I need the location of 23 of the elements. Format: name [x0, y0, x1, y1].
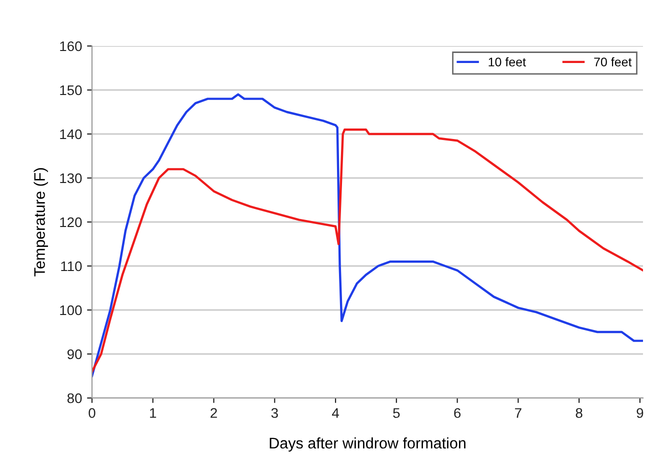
y-tick-label: 140: [60, 129, 82, 140]
legend-label: 70 feet: [594, 57, 632, 66]
x-tick-label: 8: [576, 408, 582, 418]
x-axis-title: Days after windrow formation: [270, 437, 466, 452]
y-tick-label: 100: [60, 305, 82, 316]
legend-label: 10 feet: [488, 57, 526, 66]
x-tick-label: 5: [393, 408, 400, 418]
x-tick-label: 6: [454, 408, 461, 418]
x-tick-label: 0: [88, 408, 96, 418]
x-tick-label: 1: [150, 408, 156, 418]
y-tick-label: 80: [67, 393, 82, 404]
y-tick-label: 150: [60, 85, 82, 96]
y-tick-label: 110: [61, 261, 82, 272]
x-tick-label: 3: [271, 408, 278, 418]
y-tick-label: 160: [60, 41, 82, 52]
x-tick-label: 2: [210, 408, 217, 418]
y-tick-label: 120: [60, 217, 82, 228]
x-tick-label: 7: [515, 408, 522, 418]
x-tick-label: 9: [636, 408, 644, 418]
x-tick-label: 4: [332, 408, 339, 418]
y-axis-title: Temperature (F): [34, 168, 48, 276]
y-tick-label: 130: [60, 173, 82, 184]
y-tick-label: 90: [67, 349, 82, 360]
